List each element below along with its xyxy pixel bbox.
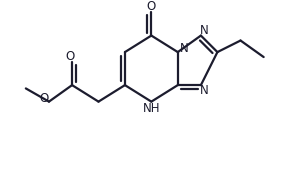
Text: NH: NH xyxy=(143,102,160,115)
Text: O: O xyxy=(39,92,49,105)
Text: O: O xyxy=(66,50,75,63)
Text: N: N xyxy=(200,84,209,97)
Text: N: N xyxy=(200,24,209,37)
Text: N: N xyxy=(180,42,189,55)
Text: O: O xyxy=(147,0,156,13)
